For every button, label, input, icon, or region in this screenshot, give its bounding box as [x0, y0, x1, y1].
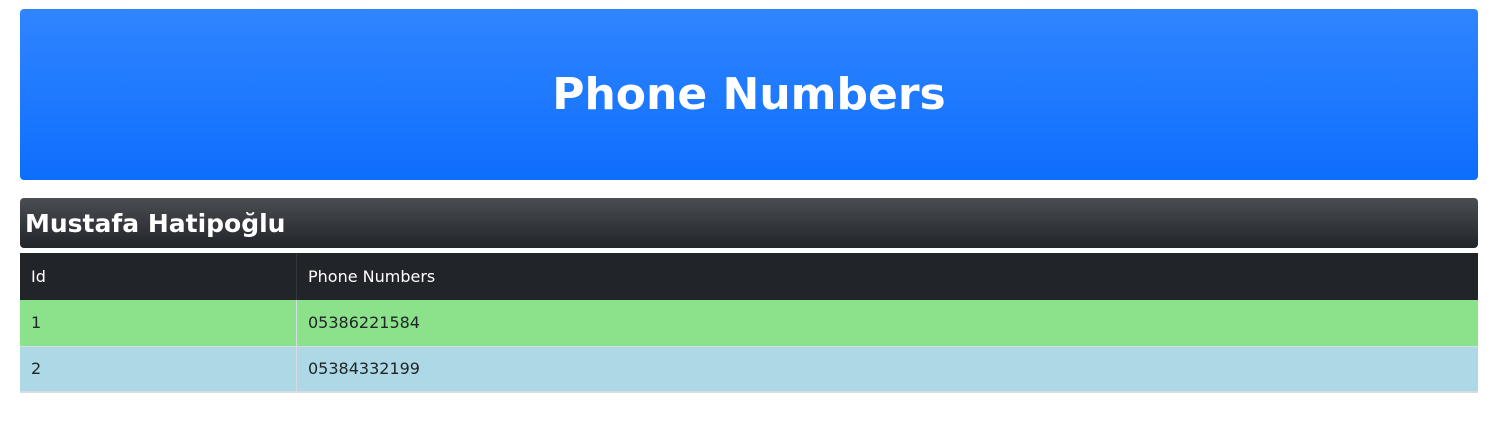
page-title: Phone Numbers	[552, 69, 946, 120]
phone-table: Id Phone Numbers 1 05386221584 2 0538433…	[20, 253, 1478, 393]
phone-table-container: Id Phone Numbers 1 05386221584 2 0538433…	[20, 253, 1478, 393]
table-header-row: Id Phone Numbers	[20, 253, 1478, 300]
person-header: Mustafa Hatipoğlu	[20, 198, 1478, 248]
cell-id: 1	[31, 313, 42, 333]
header-banner: Phone Numbers	[20, 9, 1478, 180]
column-header-phone: Phone Numbers	[296, 253, 1478, 300]
cell-phone: 05386221584	[296, 300, 1478, 346]
person-name: Mustafa Hatipoğlu	[25, 208, 286, 238]
table-row: 1 05386221584	[20, 300, 1478, 346]
cell-phone: 05384332199	[296, 346, 1478, 392]
table-row: 2 05384332199	[20, 346, 1478, 392]
cell-id: 2	[31, 359, 42, 379]
column-header-id: Id	[31, 267, 46, 286]
